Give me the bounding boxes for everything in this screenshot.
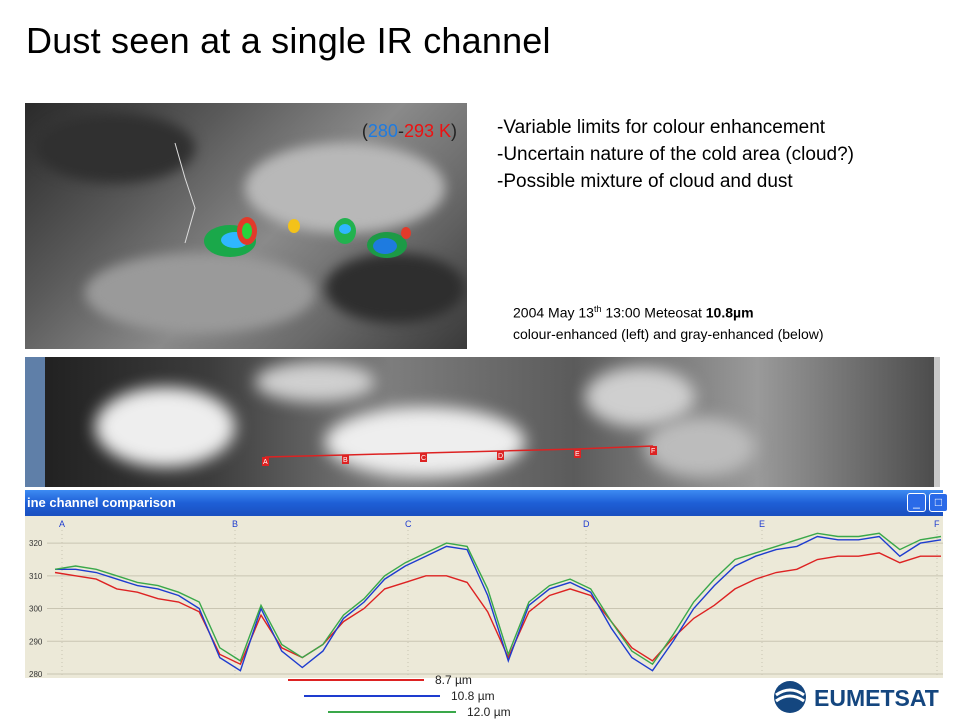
transect-marker [650,446,657,455]
transect-overlay: A B C D E F [262,445,657,466]
chart-legend: 8.7 µm 10.8 µm 12.0 µm [288,673,511,719]
gray-enhanced-satellite-image: A B C D E F [25,357,940,487]
transect-marker-label: B [343,457,348,464]
series-line [55,535,942,672]
transect-marker [420,453,427,462]
x-marker-label: D [583,519,590,529]
range-dash: - [397,121,404,141]
transect-marker [342,455,349,464]
image-scrollbar[interactable] [25,357,45,487]
series-line [54,552,941,666]
caption-date: 2004 May 13 [513,304,594,321]
legend-label: 8.7 µm [435,673,472,687]
transect-marker [262,457,269,466]
y-tick-label: 320 [29,539,43,548]
transect-marker-label: D [498,453,503,460]
transect-marker-label: C [421,455,426,462]
legend-label: 10.8 µm [451,689,495,703]
legend-label: 12.0 µm [467,705,511,719]
transect-marker-label: E [575,451,580,458]
minimize-button[interactable]: _ [907,493,926,512]
transect-marker-label: A [263,459,268,466]
x-marker-label: B [232,519,238,529]
caption-date-suffix: th [593,304,602,314]
image-scrollbar-right[interactable] [934,357,940,487]
x-marker-label: C [405,519,412,529]
plot-area [47,530,943,676]
eumetsat-logo: EUMETSAT [774,681,939,713]
caption-time-source: 13:00 Meteosat [601,304,706,321]
transect-marker-label: F [651,448,655,455]
colour-enhanced-satellite-image: (280-293 K) [25,103,467,349]
caption-description: colour-enhanced (left) and gray-enhanced… [513,325,824,342]
logo-text: EUMETSAT [814,685,939,711]
colour-enhanced-blobs [174,142,411,258]
range-open: ( [361,121,368,141]
x-marker-label: E [759,519,765,529]
bullet-item: -Uncertain nature of the cold area (clou… [497,144,854,165]
slide-title: Dust seen at a single IR channel [26,20,551,61]
maximize-button[interactable]: □ [929,493,948,512]
y-tick-label: 290 [29,637,43,646]
bullet-item: -Variable limits for colour enhancement [497,117,826,138]
x-marker-label: A [59,519,65,529]
channel-comparison-chart: 280 290 300 310 320 A B C D E F [29,519,943,678]
series-line [54,532,942,666]
x-marker-label: F [934,519,940,529]
image-caption: 2004 May 13th 13:00 Meteosat 10.8µm colo… [513,299,824,345]
temperature-range-label: (280-293 K) [362,121,457,142]
window-titlebar[interactable]: ine channel comparison _ □ [25,490,948,516]
y-tick-label: 280 [29,670,43,678]
bullet-list: -Variable limits for colour enhancement … [497,114,854,195]
channel-comparison-window: ine channel comparison _ □ 280 290 300 310 3… [25,490,948,678]
window-title: ine channel comparison [27,495,176,510]
transect-marker [574,449,581,458]
y-tick-label: 300 [29,605,43,614]
range-low: 280 [367,121,398,141]
caption-channel: 10.8µm [705,304,754,321]
range-high: 293 K [403,121,451,141]
y-tick-label: 310 [29,572,43,581]
transect-marker [497,451,504,460]
range-close: ) [451,121,457,141]
bullet-item: -Possible mixture of cloud and dust [497,171,793,192]
transect-line [264,445,654,458]
